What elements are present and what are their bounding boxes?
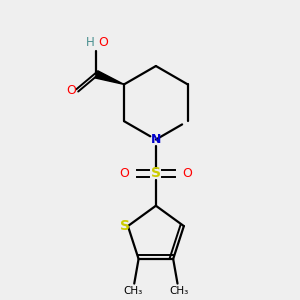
Text: O: O	[66, 84, 76, 97]
Text: S: S	[120, 219, 130, 233]
Text: O: O	[182, 167, 192, 180]
Text: H: H	[86, 36, 95, 49]
Text: O: O	[98, 36, 108, 49]
Text: CH₃: CH₃	[123, 286, 142, 296]
Text: O: O	[119, 167, 129, 180]
Text: S: S	[151, 167, 161, 180]
Polygon shape	[95, 71, 124, 84]
Text: N: N	[151, 133, 161, 146]
Text: CH₃: CH₃	[169, 286, 189, 296]
